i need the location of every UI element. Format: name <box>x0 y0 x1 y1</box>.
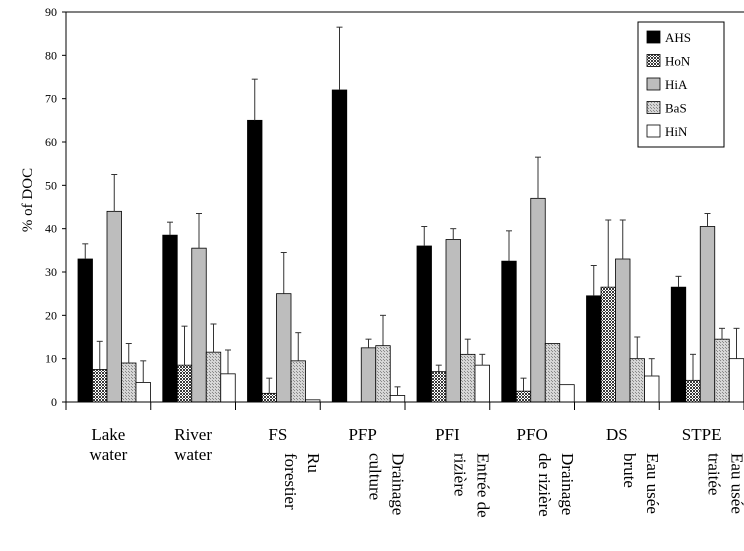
category-vertical-label-7-a: Eau usée <box>728 453 744 514</box>
bar-hon-1 <box>176 364 193 403</box>
bar-bas-6 <box>629 358 645 403</box>
y-tick-label-80: 80 <box>45 48 57 62</box>
bar-hia-0 <box>106 210 122 403</box>
bar-hon-5 <box>515 390 532 403</box>
bar-bas-7 <box>714 338 730 403</box>
y-tick-label-40: 40 <box>45 222 57 236</box>
category-vertical-label-5-b: de rizière <box>535 453 554 517</box>
bar-hin-5 <box>559 384 575 403</box>
category-sublabel-0: water <box>89 445 127 464</box>
category-vertical-label-3-a: Drainage <box>389 453 408 515</box>
bar-hin-3 <box>389 395 406 403</box>
bar-hon-0 <box>92 369 108 403</box>
category-vertical-label-2-a: Ru <box>304 453 323 473</box>
bar-bas-1 <box>205 351 222 403</box>
legend-swatch-hon <box>646 54 661 67</box>
category-label-1: River <box>174 425 212 444</box>
y-tick-label-0: 0 <box>51 395 57 409</box>
bar-hin-1 <box>220 373 236 403</box>
bar-hin-6 <box>644 375 660 403</box>
bar-ahs-4 <box>416 245 432 403</box>
bar-hin-4 <box>474 364 490 403</box>
bar-hon-7 <box>685 379 701 403</box>
y-axis-title: % of DOC <box>20 168 36 232</box>
category-vertical-label-6-b: brute <box>620 453 639 488</box>
bar-ahs-0 <box>77 258 93 403</box>
bar-hia-2 <box>276 293 292 403</box>
y-tick-label-50: 50 <box>45 178 57 192</box>
category-vertical-label-4-a: Entrée de <box>473 453 492 518</box>
legend-label-ahs: AHS <box>665 30 691 45</box>
category-vertical-label-7-b: traitée <box>705 453 724 495</box>
bar-ahs-6 <box>586 295 602 403</box>
bar-bas-5 <box>544 343 561 403</box>
bar-hia-3 <box>360 347 377 403</box>
category-vertical-label-4-b: rizière <box>450 453 469 496</box>
category-label-3: PFP <box>348 425 376 444</box>
category-vertical-label-3-b: culture <box>366 453 385 500</box>
y-tick-label-30: 30 <box>45 265 57 279</box>
legend-swatch-ahs <box>646 30 661 44</box>
category-label-6: DS <box>606 425 628 444</box>
category-labels: LakewaterRiverwaterFSRuforestierPFPDrain… <box>89 425 744 518</box>
legend-label-hon: HoN <box>665 54 691 69</box>
legend: AHS HoN HiA BaS HiN <box>637 21 725 148</box>
category-vertical-label-2-b: forestier <box>281 453 300 510</box>
bar-hia-5 <box>530 197 546 403</box>
y-tick-label-60: 60 <box>45 135 57 149</box>
bar-hia-4 <box>445 239 461 403</box>
category-label-7: STPE <box>682 425 722 444</box>
bar-bas-0 <box>121 362 137 403</box>
legend-label-hia: HiA <box>665 77 688 92</box>
bar-hon-6 <box>600 286 616 403</box>
category-sublabel-1: water <box>174 445 212 464</box>
y-tick-label-20: 20 <box>45 308 57 322</box>
bar-ahs-1 <box>162 234 178 403</box>
bar-hia-1 <box>191 247 207 403</box>
category-vertical-label-6-a: Eau usée <box>643 453 662 514</box>
bar-bas-2 <box>290 360 306 403</box>
y-tick-label-70: 70 <box>45 92 57 106</box>
bar-hia-7 <box>699 226 716 403</box>
bar-hon-4 <box>431 371 447 403</box>
bar-ahs-2 <box>247 119 263 403</box>
bar-bas-4 <box>460 353 476 403</box>
bar-ahs-3 <box>331 89 348 403</box>
y-tick-label-10: 10 <box>45 352 57 366</box>
category-vertical-label-5-a: Drainage <box>558 453 577 515</box>
category-label-2: FS <box>268 425 287 444</box>
bar-hin-7 <box>728 358 744 403</box>
legend-label-bas: BaS <box>665 101 687 116</box>
bar-ahs-7 <box>670 286 687 403</box>
category-label-4: PFI <box>435 425 460 444</box>
y-tick-label-90: 90 <box>45 5 57 19</box>
bar-bas-3 <box>375 345 391 403</box>
category-label-0: Lake <box>91 425 125 444</box>
bar-hin-0 <box>135 382 151 403</box>
bar-ahs-5 <box>501 260 517 403</box>
legend-swatch-hin <box>646 124 661 138</box>
axes: 0 10 20 30 40 50 60 70 80 90 <box>45 5 744 410</box>
legend-label-hin: HiN <box>665 124 688 139</box>
legend-swatch-hia <box>646 77 661 91</box>
legend-swatch-bas <box>646 101 661 114</box>
bar-hia-6 <box>615 258 631 403</box>
category-label-5: PFO <box>517 425 548 444</box>
bar-hon-2 <box>261 392 277 403</box>
